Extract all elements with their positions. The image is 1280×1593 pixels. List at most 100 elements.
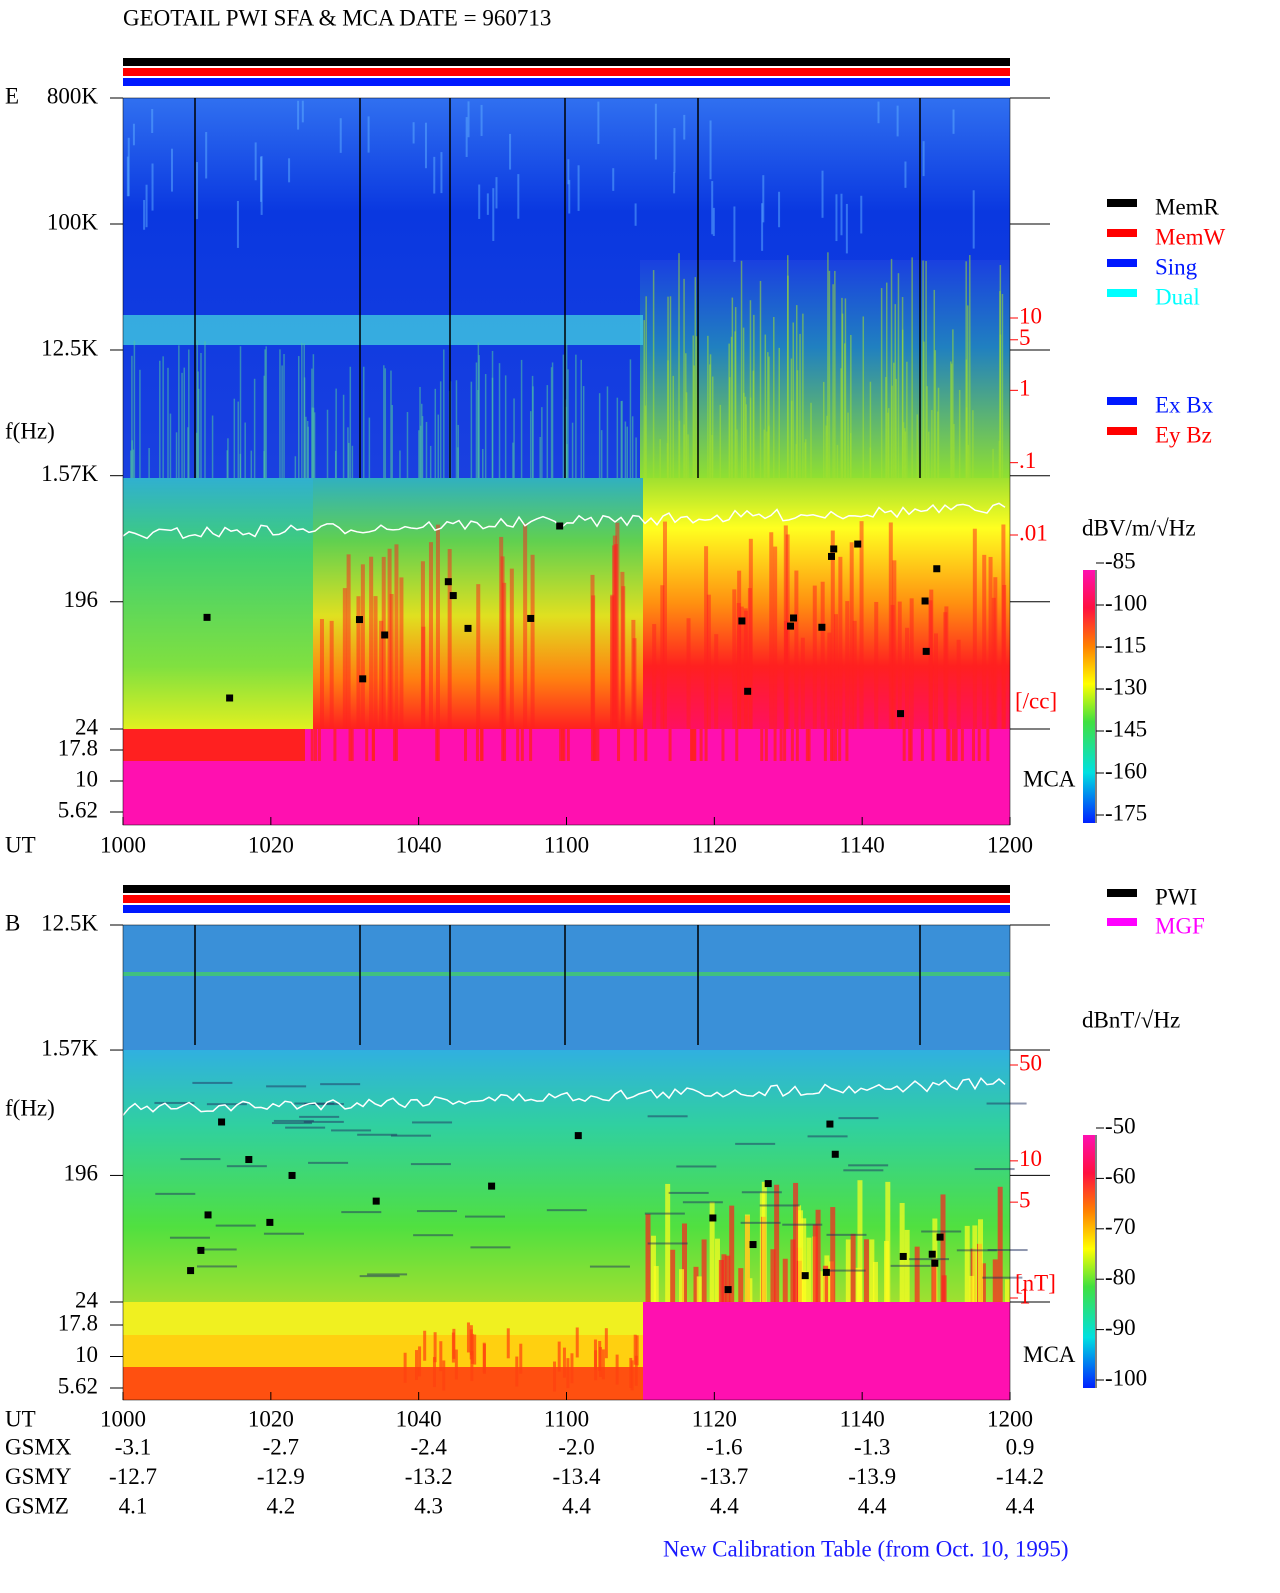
spectrogram-texture [645,296,647,478]
data-dot [288,1171,296,1179]
legend-swatch [1107,289,1137,297]
spectrogram-texture [679,1269,685,1302]
spectrogram-texture [928,600,933,729]
spectrogram-texture [834,270,836,478]
spectrogram-texture [183,367,186,478]
spectrogram-band [640,260,1010,478]
spectrogram-texture [822,381,825,478]
x-axis-label: UT [5,1406,36,1431]
spectrogram-texture [950,363,953,478]
spectrogram-texture [863,1239,869,1302]
spectrogram-texture [303,1120,344,1123]
spectrogram-texture [737,570,742,729]
density-tick-label: 1 [1019,376,1031,401]
spectrogram-texture [977,729,981,761]
orbit-row-label: GSMY [5,1464,72,1489]
spectrogram-band [643,1302,1010,1400]
spectrogram-texture [767,352,769,478]
spectrogram-texture [773,546,778,729]
spectrogram-texture [580,359,582,478]
data-dot [359,675,367,683]
data-dot [226,694,234,702]
x-tick-label: 1200 [987,832,1033,857]
spectrogram-texture [805,729,809,761]
plasma-line [122,502,1006,540]
data-dot [187,1267,195,1275]
spectrogram-texture [530,554,535,729]
spectrogram-texture [465,1215,506,1218]
legend-swatch [1107,199,1137,207]
spectrogram-texture [872,1261,878,1302]
spectrogram-texture [381,556,386,729]
spectrogram-texture [953,423,955,478]
spectrogram-texture [367,1273,408,1276]
spectrogram-texture [359,1275,400,1278]
spectrogram-texture [312,354,315,478]
spectrogram-texture [835,194,838,242]
spectrogram-texture [952,329,954,478]
spectrogram-texture [790,400,793,478]
spectrogram-texture [826,1233,867,1236]
spectrogram-texture [593,729,597,761]
spectrogram-texture [475,729,479,761]
spectrogram-texture [148,448,150,478]
spectrogram-texture [790,729,794,761]
spectrogram-texture [196,340,199,478]
spectrogram-texture [529,411,532,478]
density-tick-label: 50 [1019,1050,1042,1075]
spectrogram-texture [562,354,565,478]
spectrogram-texture [704,546,709,729]
spectrogram-texture [683,114,686,140]
spectrogram-texture [695,336,698,478]
spectrogram-texture [390,1134,431,1137]
data-dot [828,552,836,560]
spectrogram-texture [933,633,938,729]
spectrogram-texture [895,378,897,478]
data-dot [831,1150,839,1158]
spectrogram-texture [820,581,825,729]
data-dot [556,522,564,530]
spectrogram-texture [480,729,484,761]
spectrogram-texture [126,156,129,197]
spectrogram-texture [933,289,936,478]
spectrogram-texture [566,444,568,478]
spectrogram-texture [921,1230,962,1233]
spectrogram-texture [357,1133,398,1136]
spectrogram-texture [972,528,977,729]
colorbar-tick-label: -145 [1105,716,1147,741]
spectrogram-texture [333,729,337,761]
legend-label: Ex Bx [1155,392,1214,417]
spectrogram-texture [492,188,495,241]
spectrogram-texture [826,415,828,478]
x-tick-label: 1120 [692,1406,737,1431]
spectrogram-texture [546,1209,587,1212]
data-dot [464,624,472,632]
legend-swatch [1107,889,1137,897]
spectrogram-texture [566,1358,570,1389]
spectrogram-texture [498,363,501,478]
data-dot [854,540,862,548]
spectrogram-texture [470,381,473,478]
data-dot [709,1214,717,1222]
density-tick-label: 5 [1019,325,1031,350]
spectrogram-texture [598,1347,602,1378]
spectrogram-texture [633,729,637,761]
spectrogram-texture [952,109,955,134]
spectrogram-texture [297,100,300,130]
spectrogram-texture [749,300,752,478]
data-dot [764,1180,772,1188]
spectrogram-texture [951,729,955,761]
spectrogram-texture [196,1248,237,1251]
status-bar [123,885,1010,893]
spectrogram-texture [947,729,951,761]
spectrogram-texture [539,436,541,478]
data-dot [449,592,457,600]
spectrogram-texture [169,413,172,478]
spectrogram-texture [283,354,285,478]
spectrogram-texture [597,101,600,144]
spectrogram-texture [263,1232,304,1235]
spectrogram-texture [950,361,952,478]
spectrogram-texture [645,1214,651,1302]
spectrogram-texture [890,258,893,478]
